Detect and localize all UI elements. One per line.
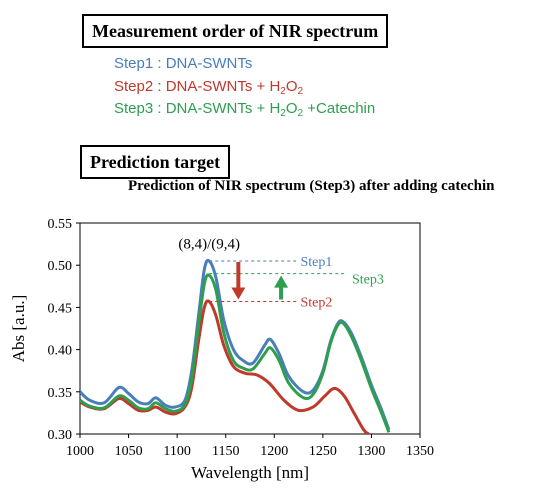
- y-axis-label: Abs [a.u.]: [9, 295, 28, 363]
- step1-description: Step1 : DNA-SWNTs: [114, 55, 253, 72]
- chart-title: Prediction of NIR spectrum (Step3) after…: [128, 178, 495, 194]
- x-tick-label: 1200: [260, 444, 288, 459]
- measurement-order-box: Measurement order of NIR spectrum: [82, 14, 389, 48]
- increase-arrow-head: [274, 275, 289, 288]
- series-line-step2: [80, 299, 370, 434]
- y-tick-label: 0.45: [48, 301, 73, 316]
- step3-label: Step3: [352, 273, 384, 288]
- series-line-step3: [80, 273, 391, 433]
- x-tick-label: 1250: [309, 444, 337, 459]
- step2-description: Step2 : DNA-SWNTs + H2O2: [114, 78, 304, 97]
- x-axis-label: Wavelength [nm]: [191, 463, 309, 482]
- prediction-target-box: Prediction target: [80, 145, 231, 179]
- series-line-step1: [80, 258, 391, 431]
- y-tick-label: 0.40: [48, 344, 73, 359]
- y-tick-label: 0.55: [48, 217, 73, 232]
- y-tick-label: 0.30: [48, 428, 73, 443]
- step2-label: Step2: [301, 295, 333, 310]
- plot-frame: [79, 222, 421, 435]
- prediction-target-title: Prediction target: [90, 152, 221, 172]
- x-tick-label: 1100: [163, 444, 190, 459]
- x-tick-label: 1350: [406, 444, 434, 459]
- measurement-order-title: Measurement order of NIR spectrum: [92, 21, 379, 41]
- step3-description: Step3 : DNA-SWNTs + H2O2 +Catechin: [114, 100, 376, 119]
- y-tick-label: 0.50: [48, 259, 73, 274]
- x-tick-label: 1150: [212, 444, 239, 459]
- y-tick-label: 0.35: [48, 386, 73, 401]
- decrease-arrow-head: [231, 287, 246, 300]
- x-tick-label: 1050: [115, 444, 143, 459]
- x-tick-label: 1000: [66, 444, 94, 459]
- peak-label: (8,4)/(9,4): [178, 236, 240, 252]
- x-tick-label: 1300: [357, 444, 385, 459]
- step1-label: Step1: [301, 255, 333, 270]
